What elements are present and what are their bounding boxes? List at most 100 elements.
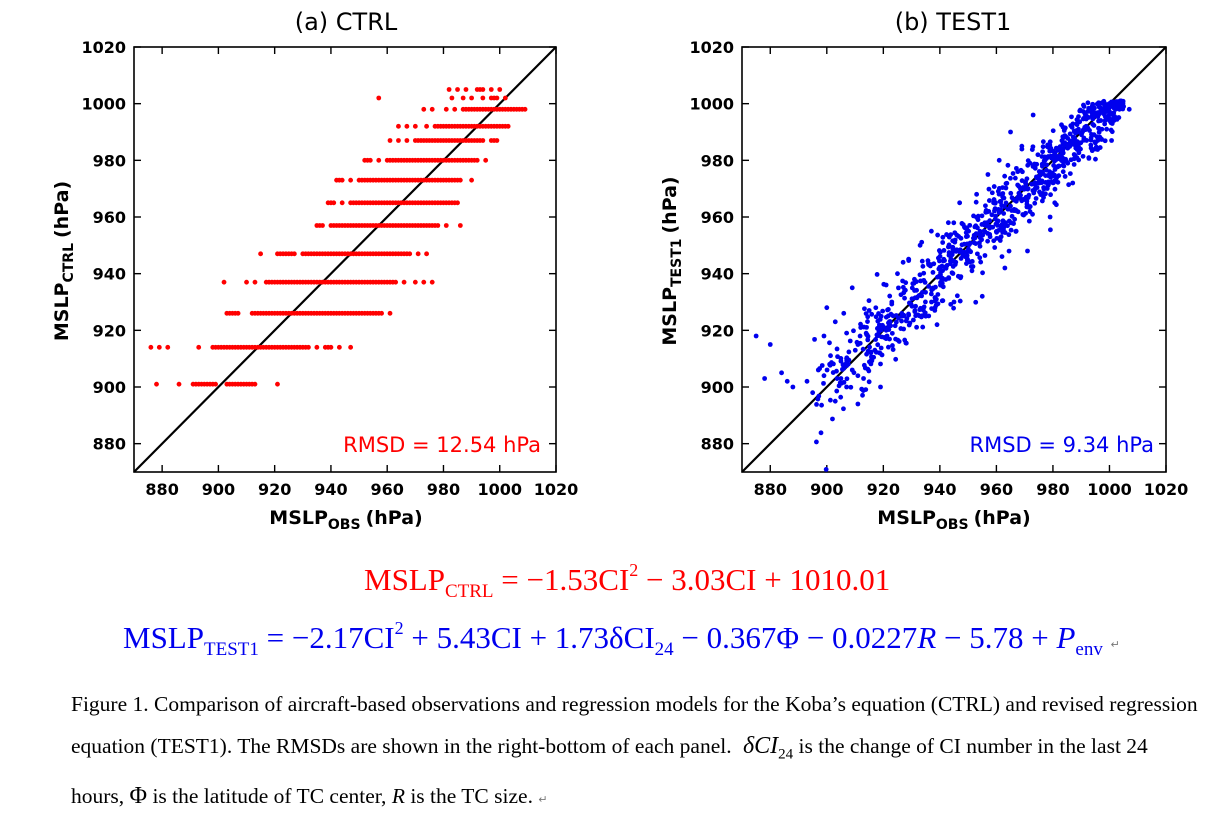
ctrl-data-point	[407, 251, 413, 257]
caption-return-mark: ↵	[538, 794, 548, 807]
test1-data-point	[1041, 185, 1047, 190]
panel-ctrl: (a) CTRL 880 900 920 940 960 980 1000 1020 880 90…	[51, 8, 578, 533]
test1-data-point	[900, 278, 905, 284]
ctrl-xtick-label: 940	[314, 480, 347, 499]
test1-ytick-label: 1000	[689, 95, 734, 114]
ctrl-data-point	[412, 123, 418, 129]
test1-data-point	[848, 384, 854, 390]
ctrl-data-point	[460, 95, 466, 101]
test1-data-point	[893, 319, 899, 325]
test1-data-point	[1019, 146, 1025, 152]
test1-data-point	[827, 340, 832, 346]
test1-data-point	[1082, 111, 1088, 117]
test1-data-point	[940, 258, 946, 264]
ctrl-points	[148, 87, 528, 387]
test1-data-point	[1101, 100, 1107, 106]
test1-data-point	[1096, 104, 1102, 110]
test1-data-point	[937, 249, 943, 255]
ctrl-data-point	[252, 381, 258, 387]
test1-data-point	[861, 376, 866, 381]
test1-data-point	[1053, 202, 1059, 208]
test1-data-point	[1093, 144, 1099, 150]
test1-data-point	[1069, 114, 1074, 120]
panel-ctrl-xlabel: MSLPOBS (hPa)	[269, 507, 422, 533]
test1-data-point	[954, 293, 960, 299]
ctrl-data-point	[213, 381, 218, 387]
test1-data-point	[982, 253, 988, 258]
test1-data-point	[910, 317, 916, 323]
test1-data-point	[964, 253, 970, 258]
test1-data-point	[857, 333, 863, 339]
test1-data-point	[1102, 121, 1108, 127]
test1-data-point	[1040, 149, 1046, 155]
caption-text-1: Figure 1. Comparison of aircraft-based o…	[71, 692, 1198, 758]
test1-data-point	[1104, 126, 1110, 132]
test1-data-point	[940, 298, 946, 304]
test1-data-point	[983, 208, 989, 213]
ctrl-data-point	[393, 279, 399, 285]
test1-data-point	[958, 256, 964, 261]
ctrl-data-point	[421, 106, 427, 112]
test1-ytick-label: 960	[701, 208, 734, 227]
test1-data-point	[1092, 105, 1097, 111]
test1-data-point	[841, 310, 847, 316]
ctrl-data-point	[367, 157, 373, 163]
test1-data-point	[934, 322, 940, 328]
test1-data-point	[878, 384, 883, 390]
ctrl-xtick-label: 900	[202, 480, 235, 499]
test1-data-point	[896, 339, 902, 344]
ctrl-data-point	[469, 95, 474, 101]
test1-data-point	[881, 281, 887, 287]
test1-data-point	[1058, 157, 1064, 163]
test1-data-point	[1012, 175, 1018, 181]
ctrl-data-point	[443, 223, 449, 228]
ctrl-reference-line	[133, 46, 557, 473]
test1-data-point	[1030, 112, 1036, 118]
test1-data-point	[1077, 107, 1083, 113]
panel-ctrl-title: (a) CTRL	[295, 8, 398, 36]
test1-data-point	[913, 313, 919, 319]
test1-data-point	[906, 312, 912, 318]
test1-data-point	[1027, 209, 1033, 214]
ctrl-xtick-label: 1020	[534, 480, 579, 499]
ctrl-xtick-label: 980	[427, 480, 460, 499]
test1-data-point	[978, 259, 984, 265]
test1-data-point	[1027, 160, 1033, 166]
test1-data-point	[1045, 179, 1051, 185]
ctrl-data-point	[457, 223, 463, 228]
ctrl-ytick-label: 960	[93, 208, 126, 227]
ctrl-data-point	[379, 310, 384, 316]
ctrl-xtick-label: 1000	[477, 480, 522, 499]
test1-data-point	[1055, 179, 1061, 185]
test1-data-point	[964, 261, 969, 266]
test1-data-point	[1012, 197, 1017, 203]
test1-data-point	[1060, 169, 1066, 175]
test1-data-point	[902, 295, 907, 301]
test1-data-point	[1001, 211, 1007, 216]
test1-data-point	[1071, 156, 1077, 162]
test1-data-point	[961, 249, 967, 255]
test1-data-point	[762, 376, 768, 381]
test1-data-point	[932, 298, 938, 304]
test1-data-point	[873, 337, 879, 342]
test1-data-point	[963, 234, 969, 240]
test1-data-point	[1055, 147, 1061, 153]
test1-data-point	[861, 324, 867, 330]
test1-data-point	[973, 199, 979, 205]
test1-ytick-label: 940	[701, 265, 734, 284]
test1-data-point	[996, 186, 1002, 191]
ctrl-data-point	[252, 279, 258, 285]
test1-data-point	[994, 229, 999, 235]
test1-data-point	[964, 225, 970, 231]
test1-data-point	[930, 285, 936, 291]
test1-data-point	[1001, 227, 1006, 233]
ctrl-data-point	[435, 223, 441, 228]
test1-data-point	[1016, 191, 1022, 196]
test1-data-point	[1035, 180, 1041, 186]
test1-data-point	[844, 330, 850, 336]
test1-data-point	[1003, 185, 1009, 191]
test1-data-point	[879, 323, 885, 329]
test1-data-point	[1047, 214, 1053, 220]
test1-data-point	[922, 310, 928, 316]
ctrl-data-point	[424, 123, 429, 129]
